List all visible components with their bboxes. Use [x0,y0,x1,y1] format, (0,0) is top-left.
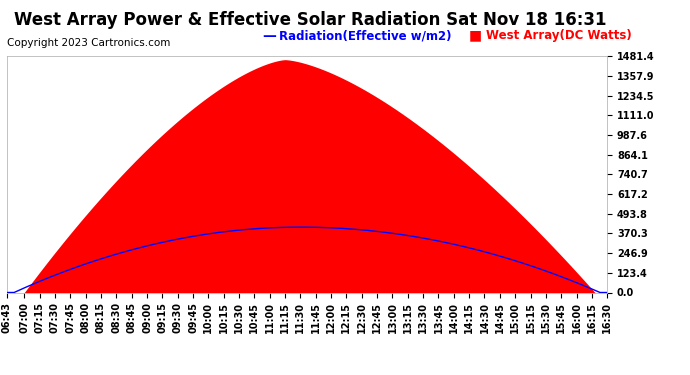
Text: West Array Power & Effective Solar Radiation Sat Nov 18 16:31: West Array Power & Effective Solar Radia… [14,11,607,29]
Text: West Array(DC Watts): West Array(DC Watts) [486,29,632,42]
Text: ■: ■ [469,28,482,43]
Text: —: — [262,28,276,43]
Text: Copyright 2023 Cartronics.com: Copyright 2023 Cartronics.com [7,38,170,48]
Text: Radiation(Effective w/m2): Radiation(Effective w/m2) [279,29,452,42]
